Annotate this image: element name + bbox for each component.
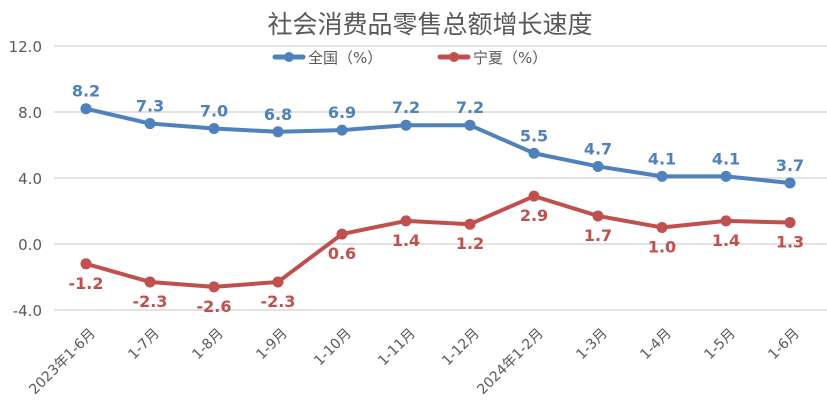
- data-point: [720, 215, 732, 227]
- data-label: -2.6: [197, 297, 232, 316]
- x-tick-label: 1-9月: [253, 326, 290, 363]
- data-label: 4.1: [712, 149, 740, 168]
- data-label: 7.2: [456, 98, 484, 117]
- data-label: 1.3: [776, 233, 804, 252]
- legend: 全国（%） 宁夏（%）: [272, 49, 547, 67]
- data-point: [464, 218, 476, 230]
- data-label: 4.1: [648, 149, 676, 168]
- data-label: 8.2: [72, 82, 100, 101]
- data-point: [400, 119, 412, 131]
- series-line: [85, 194, 791, 289]
- data-point: [592, 160, 604, 172]
- data-label: 6.9: [328, 103, 356, 122]
- data-point: [272, 276, 284, 288]
- x-tick-label: 1-3月: [573, 326, 610, 363]
- data-label: 3.7: [776, 156, 804, 175]
- data-label: -1.2: [69, 274, 104, 293]
- x-tick-label: 1-5月: [701, 326, 738, 363]
- data-point: [656, 170, 668, 182]
- x-tick-label: 2023年1-6月: [26, 326, 98, 398]
- y-tick-label: 0.0: [18, 236, 42, 254]
- data-label: 1.7: [584, 226, 612, 245]
- data-label: 5.5: [520, 126, 548, 145]
- legend-label: 宁夏（%）: [473, 49, 547, 67]
- legend-marker: [284, 52, 294, 62]
- data-point: [80, 103, 92, 115]
- data-point: [656, 222, 668, 233]
- y-tick-label: 12.0: [9, 38, 42, 56]
- series-line: [85, 106, 791, 185]
- x-tick-label: 1-8月: [189, 326, 226, 363]
- data-point: [464, 119, 476, 131]
- data-label: 7.3: [136, 97, 164, 116]
- data-label: 0.6: [328, 244, 356, 263]
- data-label: 7.0: [200, 102, 228, 121]
- y-tick-label: 8.0: [18, 104, 42, 122]
- x-tick-label: 1-11月: [375, 326, 419, 370]
- data-point: [784, 177, 796, 189]
- data-point: [80, 258, 92, 270]
- data-point: [592, 210, 604, 222]
- chart-title: 社会消费品零售总额增长速度: [267, 10, 592, 39]
- x-tick-label: 1-4月: [637, 326, 674, 363]
- data-label: 4.7: [584, 139, 612, 158]
- data-label: -2.3: [133, 292, 168, 311]
- data-point: [208, 123, 220, 134]
- data-point: [208, 281, 220, 293]
- x-tick-label: 1-10月: [311, 326, 355, 370]
- data-label: 2.9: [520, 206, 548, 225]
- data-point: [144, 118, 156, 130]
- x-tick-label: 1-12月: [439, 326, 483, 370]
- y-tick-label: 4.0: [18, 170, 42, 188]
- legend-label: 全国（%）: [308, 49, 382, 67]
- x-tick-label: 2024年1-2月: [474, 326, 546, 398]
- data-point: [528, 190, 540, 202]
- data-point: [144, 276, 156, 288]
- data-point: [336, 228, 348, 240]
- data-point: [784, 217, 796, 229]
- data-point: [272, 126, 284, 138]
- data-label: 1.4: [392, 231, 420, 250]
- legend-marker: [449, 52, 459, 62]
- data-label: 6.8: [264, 105, 292, 124]
- data-point: [400, 215, 412, 227]
- data-label: -2.3: [261, 292, 296, 311]
- data-point: [336, 124, 348, 136]
- x-tick-label: 1-6月: [765, 326, 802, 363]
- data-label: 1.2: [456, 234, 484, 253]
- y-tick-label: -4.0: [13, 302, 42, 320]
- data-point: [528, 147, 540, 159]
- x-tick-label: 1-7月: [125, 326, 162, 363]
- data-label: 1.0: [648, 238, 676, 257]
- data-point: [720, 170, 732, 182]
- data-label: 1.4: [712, 231, 740, 250]
- data-label: 7.2: [392, 98, 420, 117]
